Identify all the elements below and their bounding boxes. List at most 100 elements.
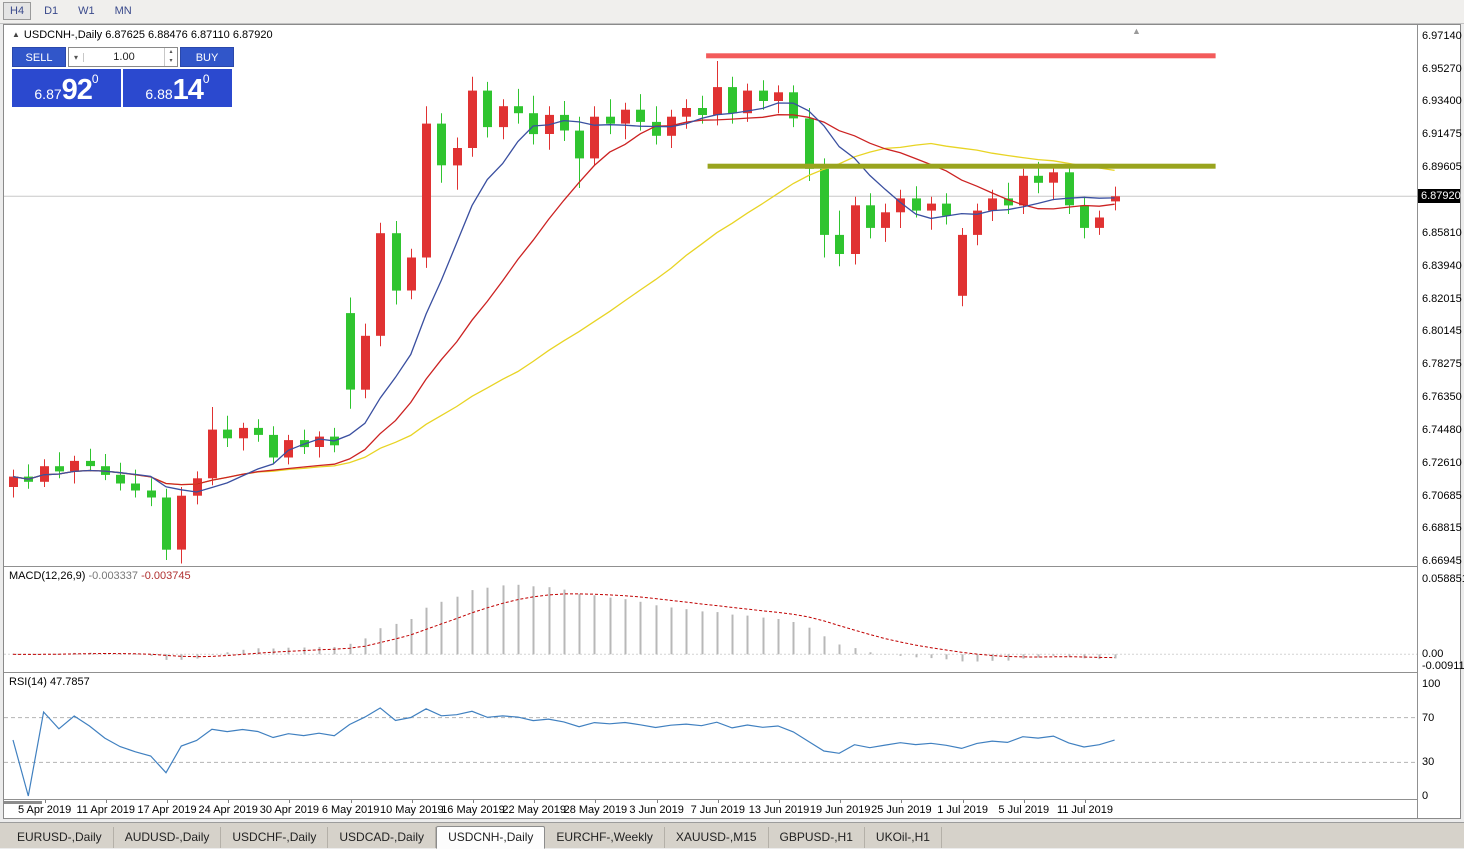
chart-tab-xauusd-m15[interactable]: XAUUSD-,M15 <box>665 827 769 848</box>
chart-window: ▲ USDCNH-,Daily 6.87625 6.88476 6.87110 6… <box>3 24 1464 819</box>
sell-price-display[interactable]: 6.87 92 0 <box>12 69 121 107</box>
chart-tab-audusd-daily[interactable]: AUDUSD-,Daily <box>114 827 222 848</box>
candle-body <box>86 460 95 467</box>
candle-body <box>1065 172 1074 206</box>
time-axis[interactable]: 5 Apr 2019 11 Apr 2019 17 Apr 2019 24 Apr 2… <box>4 799 1417 818</box>
rsi-axis-label: 30 <box>1422 756 1435 769</box>
time-axis-label: 17 Apr 2019 <box>137 804 197 816</box>
chart-shift-marker[interactable]: ▲ <box>1132 26 1141 36</box>
candle-body <box>269 434 278 458</box>
rsi-axis-label: 100 <box>1422 678 1441 690</box>
rsi-chart <box>4 707 1417 797</box>
support-line[interactable] <box>707 163 1216 169</box>
time-axis-tick <box>656 800 658 803</box>
resistance-line[interactable] <box>706 53 1216 59</box>
macd-name: MACD(12,26,9) <box>9 570 86 582</box>
candlestick-chart <box>4 53 1417 564</box>
price-axis-label: 6.66945 <box>1422 555 1462 567</box>
timeframe-button-d1[interactable]: D1 <box>44 5 59 17</box>
rsi-label: RSI(14) 47.7857 <box>9 676 90 688</box>
chart-tab-gbpusd-h1[interactable]: GBPUSD-,H1 <box>769 827 865 848</box>
time-axis-tick <box>228 800 230 803</box>
timeframe-button-mn[interactable]: MN <box>114 5 132 17</box>
candle-body <box>468 90 477 148</box>
candle-body <box>70 460 79 472</box>
candle-body <box>774 92 783 101</box>
volume-box[interactable]: ▾ 1.00 ▴ ▾ <box>68 47 178 67</box>
candle-body <box>988 198 997 211</box>
candle-body <box>422 123 431 258</box>
chart-tab-usdcnh-daily[interactable]: USDCNH-,Daily <box>436 826 546 849</box>
time-axis-label: 25 Jun 2019 <box>871 804 932 816</box>
candle-body <box>606 116 615 124</box>
candle-body <box>254 427 263 435</box>
time-axis-tick <box>779 800 780 803</box>
timeframe-button-h4[interactable]: H4 <box>3 2 32 20</box>
buy-price-small: 6.88 <box>145 86 173 102</box>
candle-body <box>789 92 798 119</box>
time-axis-label: 13 Jun 2019 <box>748 804 810 816</box>
candle-body <box>116 474 125 484</box>
macd-chart <box>4 584 1417 662</box>
time-axis-label: 19 Jun 2019 <box>809 804 871 816</box>
candle-body <box>682 108 691 117</box>
time-axis-label: 6 May 2019 <box>321 804 380 816</box>
candle-body <box>942 203 951 216</box>
one-click-toggle-icon[interactable]: ▲ <box>12 30 20 39</box>
price-axis-label: 6.74480 <box>1422 423 1462 436</box>
macd-axis-label: -0.009116 <box>1422 660 1464 672</box>
volume-up-icon[interactable]: ▴ <box>169 49 173 55</box>
time-axis-tick <box>411 800 413 803</box>
sell-button[interactable]: SELL <box>12 47 66 67</box>
candle-body <box>177 495 186 550</box>
candle-body <box>927 203 936 211</box>
chart-tab-eurusd-daily[interactable]: EURUSD-,Daily <box>6 827 114 848</box>
timeframe-button-w1[interactable]: W1 <box>78 5 95 17</box>
rsi-axis-label: 0 <box>1422 790 1429 802</box>
time-axis-label: 30 Apr 2019 <box>259 804 320 816</box>
buy-button[interactable]: BUY <box>180 47 234 67</box>
chart-tab-usdchf-daily[interactable]: USDCHF-,Daily <box>221 827 329 848</box>
candle-body <box>514 106 523 114</box>
h-scrollbar-thumb[interactable] <box>4 801 42 804</box>
price-axis[interactable]: 6.87920 6.97140 6.95270 6.93400 6.91475 6.89… <box>1417 25 1464 818</box>
candle-body <box>820 168 829 235</box>
price-axis-label: 6.76350 <box>1422 391 1462 404</box>
candle-body <box>1004 198 1013 206</box>
price-axis-label: 6.82015 <box>1422 292 1462 305</box>
candle-body <box>529 113 538 135</box>
macd-main-value: -0.003337 <box>88 570 139 582</box>
candle-body <box>621 109 630 124</box>
candle-body <box>131 483 140 491</box>
candle-body <box>728 87 737 114</box>
candle-body <box>9 476 18 487</box>
time-axis-tick <box>534 800 536 803</box>
sell-price-sup: 0 <box>91 72 99 86</box>
price-axis-label: 6.70685 <box>1422 489 1462 502</box>
candle-body <box>315 436 324 447</box>
chart-tab-usdcad-daily[interactable]: USDCAD-,Daily <box>328 827 437 848</box>
macd-label: MACD(12,26,9) -0.003337 -0.003745 <box>9 570 191 582</box>
price-axis-label: 6.83940 <box>1422 259 1462 272</box>
volume-dropdown-icon[interactable]: ▾ <box>69 52 84 62</box>
candle-body <box>361 335 370 390</box>
chart-title-text: USDCNH-,Daily 6.87625 6.88476 6.87110 6.… <box>23 29 273 41</box>
rsi-name: RSI(14) <box>9 676 47 688</box>
ma-mid-line <box>12 114 1115 486</box>
volume-value[interactable]: 1.00 <box>113 51 135 63</box>
candle-body <box>376 233 385 336</box>
time-axis-label: 16 May 2019 <box>441 804 505 816</box>
one-click-trade-panel: SELL ▾ 1.00 ▴ ▾ BUY 6.87 92 0 6.88 14 0 <box>12 47 234 107</box>
candle-body <box>193 478 202 496</box>
volume-down-icon[interactable]: ▾ <box>169 58 173 64</box>
macd-signal-line <box>12 593 1115 659</box>
time-axis-label: 5 Apr 2019 <box>17 804 72 816</box>
candle-body <box>392 233 401 291</box>
buy-price-display[interactable]: 6.88 14 0 <box>123 69 232 107</box>
chart-tab-ukoil-h1[interactable]: UKOil-,H1 <box>865 827 942 848</box>
candle-body <box>636 109 645 122</box>
price-axis-label: 6.72610 <box>1422 456 1462 469</box>
chart-tab-eurchf-weekly[interactable]: EURCHF-,Weekly <box>545 827 665 848</box>
volume-spinner[interactable]: ▴ ▾ <box>164 48 177 66</box>
candle-body <box>346 313 355 390</box>
